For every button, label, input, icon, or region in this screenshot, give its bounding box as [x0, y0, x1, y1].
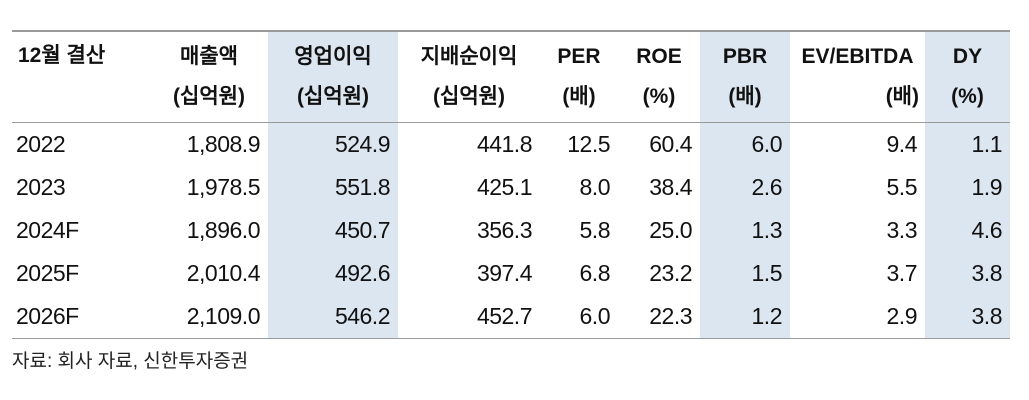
table-cell: 2,109.0: [186, 303, 261, 329]
table-cell: 6.0: [700, 122, 790, 166]
table-cell: 1.5: [700, 252, 790, 295]
table-cell: 3.8: [925, 295, 1010, 339]
table-cell: 2.6: [700, 166, 790, 209]
column-unit: (십억원): [297, 85, 369, 108]
table-cell: 356.3: [476, 217, 533, 243]
table-cell: 1.3: [700, 209, 790, 252]
table-cell: 22.3: [649, 303, 692, 329]
column-label: ROE: [636, 45, 682, 68]
table-cell: 441.8: [476, 131, 533, 157]
table-cell: 1,978.5: [186, 174, 261, 200]
table-cell: 23.2: [649, 260, 692, 286]
column-label: 12월 결산: [18, 44, 106, 67]
table-cell: 9.4: [886, 131, 918, 157]
table-row: 2026F 2,109.0 546.2 452.7 6.0 22.3 1.2 2.9 3.8: [12, 295, 1010, 339]
table-row: 2025F 2,010.4 492.6 397.4 6.8 23.2 1.5 3.7 3.8: [12, 252, 1010, 295]
column-unit: (십억원): [433, 85, 505, 108]
column-header: 매출액 (십억원): [150, 31, 268, 123]
source-note: 자료: 회사 자료, 신한투자증권: [12, 351, 249, 372]
column-label: DY: [952, 45, 983, 68]
table-cell: 2,010.4: [186, 260, 261, 286]
row-label: 2024F: [16, 217, 79, 243]
column-header: 12월 결산: [12, 31, 150, 123]
table-cell: 5.8: [579, 217, 611, 243]
table-cell: 546.2: [268, 295, 398, 339]
table-cell: 60.4: [649, 131, 692, 157]
column-label: 매출액: [180, 45, 238, 68]
column-unit: (십억원): [173, 85, 245, 108]
table-cell: 5.5: [886, 174, 918, 200]
table-cell: 3.8: [925, 252, 1010, 295]
row-label: 2025F: [16, 260, 79, 286]
column-header: 영업이익 (십억원): [268, 31, 398, 123]
column-label: EV/EBITDA: [801, 45, 914, 68]
table-cell: 25.0: [649, 217, 692, 243]
column-header: EV/EBITDA (배): [790, 31, 925, 123]
table-cell: 8.0: [579, 174, 611, 200]
column-label: PBR: [722, 45, 768, 68]
table-header: 12월 결산 매출액 (십억원) 영업이익 (십억원) 지배순이익 (십억원) PER (배) R…: [12, 31, 1010, 123]
column-unit: (배): [562, 85, 596, 108]
column-label: PER: [557, 45, 601, 68]
table-cell: 12.5: [567, 131, 610, 157]
table-cell: 425.1: [476, 174, 533, 200]
table-cell: 450.7: [268, 209, 398, 252]
table-cell: 397.4: [476, 260, 533, 286]
table-body: 2022 1,808.9 524.9 441.8 12.5 60.4 6.0 9.4 1.1 20…: [12, 122, 1010, 339]
table-cell: 524.9: [268, 122, 398, 166]
column-header: PBR (배): [700, 31, 790, 123]
column-unit: (%): [642, 85, 676, 108]
column-header: DY (%): [925, 31, 1010, 123]
table-row: 2023 1,978.5 551.8 425.1 8.0 38.4 2.6 5.5 1.9: [12, 166, 1010, 209]
table-cell: 452.7: [476, 303, 533, 329]
table-cell: 1,896.0: [186, 217, 261, 243]
column-header: 지배순이익 (십억원): [398, 31, 540, 123]
table-cell: 6.0: [579, 303, 611, 329]
row-label: 2026F: [16, 303, 79, 329]
table-cell: 2.9: [886, 303, 918, 329]
table-cell: 1.9: [925, 166, 1010, 209]
column-header: PER (배): [540, 31, 618, 123]
row-label: 2023: [16, 174, 66, 200]
table-cell: 551.8: [268, 166, 398, 209]
column-unit: (%): [951, 85, 984, 108]
table-cell: 4.6: [925, 209, 1010, 252]
column-unit: (배): [885, 85, 919, 108]
column-header: ROE (%): [618, 31, 700, 123]
column-label: 영업이익: [294, 45, 372, 68]
table-row: 2024F 1,896.0 450.7 356.3 5.8 25.0 1.3 3.3 4.6: [12, 209, 1010, 252]
table-cell: 3.3: [886, 217, 918, 243]
table-row: 2022 1,808.9 524.9 441.8 12.5 60.4 6.0 9.4 1.1: [12, 122, 1010, 166]
table-cell: 38.4: [649, 174, 692, 200]
table-cell: 3.7: [886, 260, 918, 286]
financial-table: 12월 결산 매출액 (십억원) 영업이익 (십억원) 지배순이익 (십억원) PER (배) R…: [12, 30, 1010, 339]
table-cell: 1.2: [700, 295, 790, 339]
table-cell: 1,808.9: [186, 131, 261, 157]
table-cell: 6.8: [579, 260, 611, 286]
column-label: 지배순이익: [420, 45, 518, 68]
header-row: 12월 결산 매출액 (십억원) 영업이익 (십억원) 지배순이익 (십억원) PER (배) R…: [12, 31, 1010, 123]
table-cell: 492.6: [268, 252, 398, 295]
table-cell: 1.1: [925, 122, 1010, 166]
row-label: 2022: [16, 131, 66, 157]
column-unit: (배): [728, 85, 762, 108]
